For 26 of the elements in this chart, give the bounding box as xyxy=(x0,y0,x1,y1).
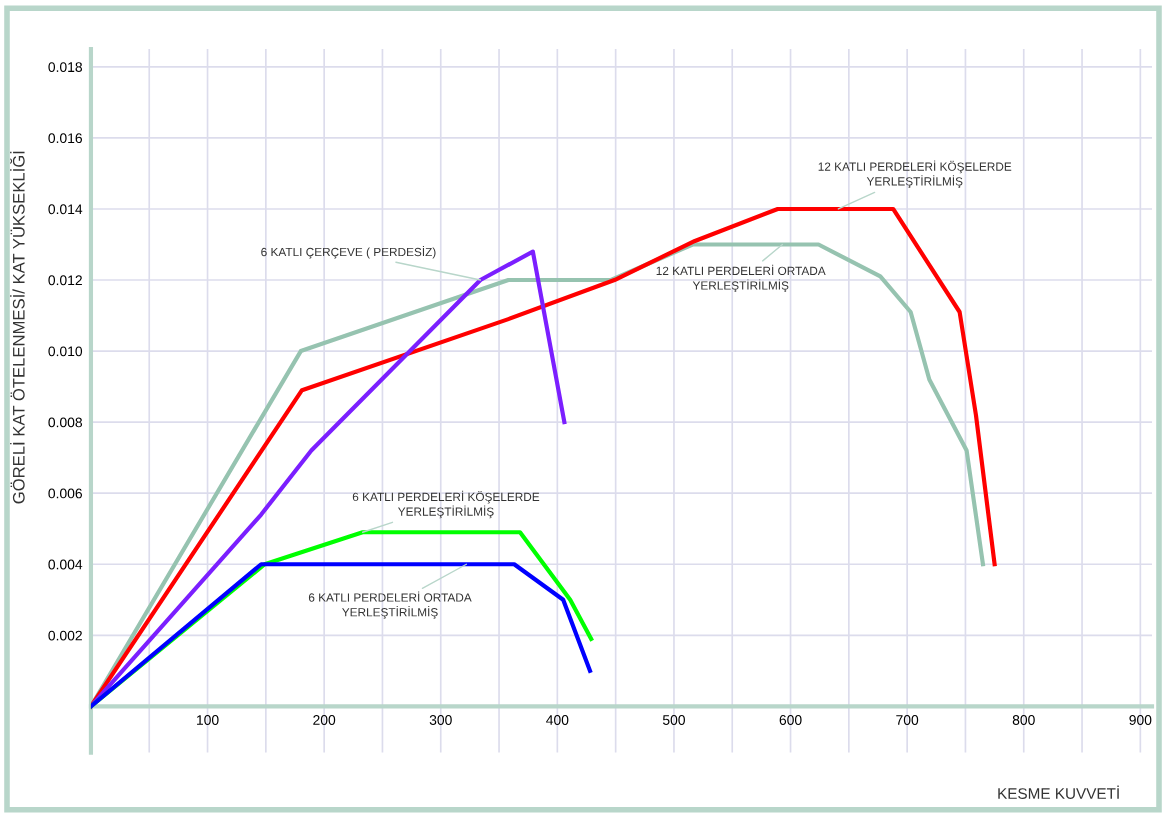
annotation: 12 KATLI PERDELERİ ORTADA YERLEŞTİRİLMİŞ xyxy=(656,264,826,293)
y-tick-label: 0.014 xyxy=(48,204,83,215)
y-tick-label: 0.018 xyxy=(48,62,83,73)
line-series xyxy=(90,562,593,709)
annotation: 6 KATLI ÇERÇEVE ( PERDESİZ) xyxy=(261,245,436,259)
x-tick-label: 600 xyxy=(779,715,802,725)
x-axis-title: KESME KUVVETİ xyxy=(998,785,1119,799)
y-axis-title: GÖRELİ KAT ÖTELENMESİ/ KAT YÜKSEKLİĞİ xyxy=(10,151,25,504)
x-tick-label: 900 xyxy=(1129,715,1152,725)
y-tick-label: 0.006 xyxy=(48,488,83,499)
annotation: 6 KATLI PERDELERİ ORTADA YERLEŞTİRİLMİŞ xyxy=(308,591,472,619)
x-tick-label: 300 xyxy=(429,715,452,725)
x-tick-label: 500 xyxy=(662,715,685,725)
y-tick-label: 0.004 xyxy=(48,559,83,570)
y-tick-label: 0.002 xyxy=(48,630,82,641)
y-tick-label: 0.012 xyxy=(48,275,82,286)
x-tick-label: 100 xyxy=(197,715,219,725)
x-tick-label: 700 xyxy=(896,715,919,725)
x-tick-label: 400 xyxy=(546,715,569,725)
y-tick-label: 0.016 xyxy=(48,133,83,144)
y-tick-label: 0.010 xyxy=(48,346,83,357)
x-tick-label: 200 xyxy=(313,715,336,725)
annotation: 12 KATLI PERDELERİ KÖŞELERDE YERLEŞTİRİLMİŞ xyxy=(818,160,1012,188)
x-tick-label: 800 xyxy=(1012,715,1035,725)
annotation: 6 KATLI PERDELERİ KÖŞELERDE YERLEŞTİRİLMİŞ xyxy=(352,490,540,519)
y-tick-label: 0.008 xyxy=(48,417,83,428)
